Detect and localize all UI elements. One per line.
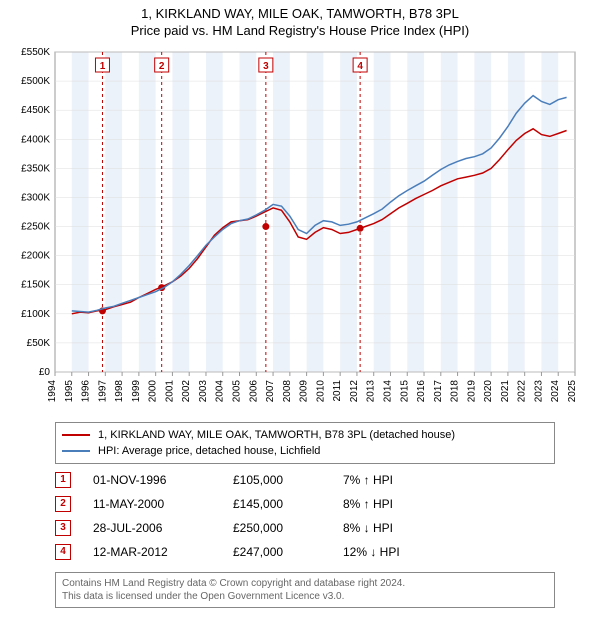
svg-text:£300K: £300K xyxy=(21,192,50,203)
svg-text:£500K: £500K xyxy=(21,76,50,87)
legend-swatch-property xyxy=(62,434,90,436)
sale-date: 12-MAR-2012 xyxy=(93,545,233,559)
svg-text:2019: 2019 xyxy=(466,380,477,403)
svg-text:2001: 2001 xyxy=(164,380,175,403)
svg-text:2000: 2000 xyxy=(148,380,159,403)
title-line1: 1, KIRKLAND WAY, MILE OAK, TAMWORTH, B78… xyxy=(0,6,600,23)
sale-price: £105,000 xyxy=(233,473,343,487)
svg-text:2012: 2012 xyxy=(349,380,360,403)
svg-text:£450K: £450K xyxy=(21,105,50,116)
svg-text:2011: 2011 xyxy=(332,380,343,402)
sale-marker: 4 xyxy=(55,544,71,560)
svg-text:2025: 2025 xyxy=(567,380,578,403)
svg-text:£150K: £150K xyxy=(21,280,50,291)
svg-text:2010: 2010 xyxy=(315,380,326,403)
sale-diff: 8% ↓ HPI xyxy=(343,521,453,535)
sale-date: 01-NOV-1996 xyxy=(93,473,233,487)
sale-marker: 1 xyxy=(55,472,71,488)
svg-text:2002: 2002 xyxy=(181,380,192,403)
footer-line1: Contains HM Land Registry data © Crown c… xyxy=(62,577,548,590)
svg-text:2005: 2005 xyxy=(232,380,243,403)
sale-marker: 2 xyxy=(55,496,71,512)
page-container: 1, KIRKLAND WAY, MILE OAK, TAMWORTH, B78… xyxy=(0,0,600,620)
svg-text:4: 4 xyxy=(357,61,363,72)
sales-table: 1 01-NOV-1996£105,0007% ↑ HPI 2 11-MAY-2000… xyxy=(55,468,453,564)
svg-text:2022: 2022 xyxy=(517,380,528,403)
svg-text:2004: 2004 xyxy=(215,380,226,403)
svg-text:2021: 2021 xyxy=(500,380,511,403)
chart-svg: £0 £50K £100K £150K £200K £250K £300K £350K £400… xyxy=(10,44,590,414)
svg-text:£100K: £100K xyxy=(21,309,50,320)
legend-row-hpi: HPI: Average price, detached house, Lich… xyxy=(62,443,548,459)
svg-text:2: 2 xyxy=(159,61,165,72)
svg-text:£0: £0 xyxy=(39,367,51,378)
sales-row: 1 01-NOV-1996£105,0007% ↑ HPI xyxy=(55,468,453,492)
svg-text:2016: 2016 xyxy=(416,380,427,403)
svg-text:2015: 2015 xyxy=(399,380,410,403)
svg-text:1994: 1994 xyxy=(47,380,58,403)
svg-text:2009: 2009 xyxy=(299,380,310,403)
chart: £0 £50K £100K £150K £200K £250K £300K £350K £400… xyxy=(10,44,590,414)
sale-diff: 7% ↑ HPI xyxy=(343,473,453,487)
svg-text:2003: 2003 xyxy=(198,380,209,403)
legend-label-property: 1, KIRKLAND WAY, MILE OAK, TAMWORTH, B78… xyxy=(98,429,455,441)
legend-row-property: 1, KIRKLAND WAY, MILE OAK, TAMWORTH, B78… xyxy=(62,427,548,443)
svg-text:£250K: £250K xyxy=(21,222,50,233)
legend-label-hpi: HPI: Average price, detached house, Lich… xyxy=(98,445,320,457)
footer: Contains HM Land Registry data © Crown c… xyxy=(55,572,555,608)
svg-text:2013: 2013 xyxy=(366,380,377,403)
sale-price: £145,000 xyxy=(233,497,343,511)
svg-text:£50K: £50K xyxy=(27,338,51,349)
sales-row: 2 11-MAY-2000£145,0008% ↑ HPI xyxy=(55,492,453,516)
title-line2: Price paid vs. HM Land Registry's House … xyxy=(0,23,600,40)
footer-line2: This data is licensed under the Open Gov… xyxy=(62,590,548,603)
svg-text:2006: 2006 xyxy=(248,380,259,403)
sale-price: £247,000 xyxy=(233,545,343,559)
svg-text:2007: 2007 xyxy=(265,380,276,403)
svg-text:1996: 1996 xyxy=(81,380,92,403)
svg-text:2020: 2020 xyxy=(483,380,494,403)
sale-price: £250,000 xyxy=(233,521,343,535)
svg-text:1997: 1997 xyxy=(97,380,108,403)
svg-text:1995: 1995 xyxy=(64,380,75,403)
sales-row: 4 12-MAR-2012£247,00012% ↓ HPI xyxy=(55,540,453,564)
svg-text:£400K: £400K xyxy=(21,134,50,145)
svg-text:£200K: £200K xyxy=(21,251,50,262)
svg-text:2024: 2024 xyxy=(550,380,561,403)
svg-text:£350K: £350K xyxy=(21,163,50,174)
svg-text:1: 1 xyxy=(100,61,106,72)
svg-text:2023: 2023 xyxy=(533,380,544,403)
svg-text:2018: 2018 xyxy=(450,380,461,403)
svg-text:3: 3 xyxy=(263,61,269,72)
sale-date: 28-JUL-2006 xyxy=(93,521,233,535)
sale-marker: 3 xyxy=(55,520,71,536)
sale-date: 11-MAY-2000 xyxy=(93,497,233,511)
sale-diff: 12% ↓ HPI xyxy=(343,545,453,559)
svg-text:1998: 1998 xyxy=(114,380,125,403)
svg-text:2017: 2017 xyxy=(433,380,444,403)
legend: 1, KIRKLAND WAY, MILE OAK, TAMWORTH, B78… xyxy=(55,422,555,464)
svg-text:£550K: £550K xyxy=(21,47,50,58)
legend-swatch-hpi xyxy=(62,450,90,452)
svg-text:1999: 1999 xyxy=(131,380,142,403)
title-block: 1, KIRKLAND WAY, MILE OAK, TAMWORTH, B78… xyxy=(0,0,600,40)
sale-diff: 8% ↑ HPI xyxy=(343,497,453,511)
svg-text:2014: 2014 xyxy=(382,380,393,403)
sales-row: 3 28-JUL-2006£250,0008% ↓ HPI xyxy=(55,516,453,540)
svg-text:2008: 2008 xyxy=(282,380,293,403)
